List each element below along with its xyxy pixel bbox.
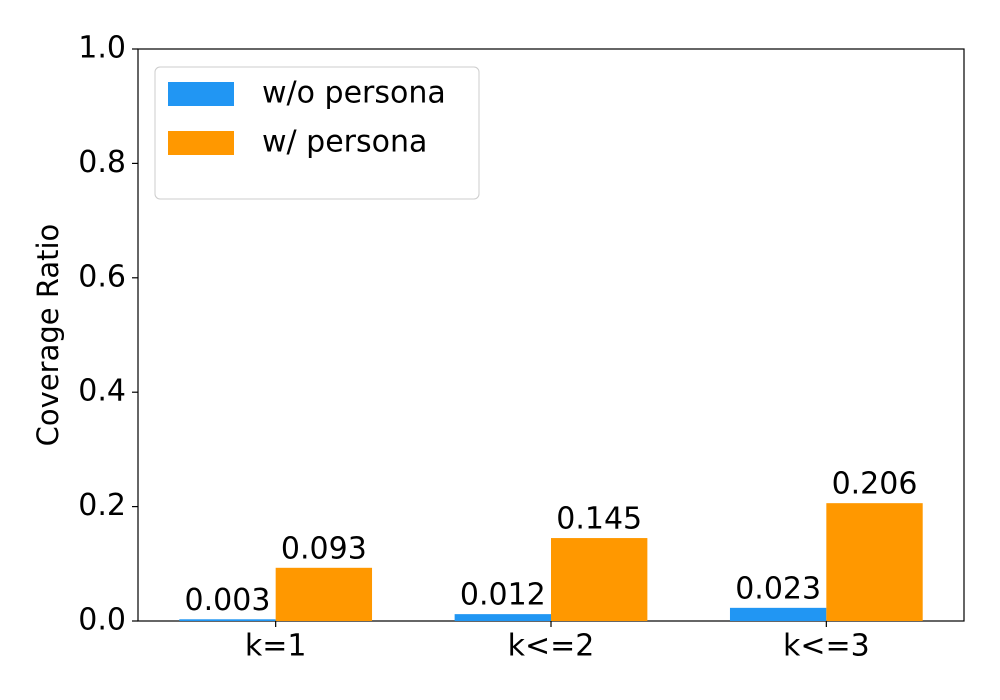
x-tick-label: k<=2 (508, 629, 595, 664)
bar (275, 567, 373, 621)
y-tick-label: 0.2 (78, 488, 126, 523)
value-label: 0.093 (281, 531, 367, 566)
x-tick-label: k=1 (245, 629, 307, 664)
value-label: 0.012 (460, 578, 546, 613)
y-tick-label: 0.6 (78, 259, 126, 294)
legend-swatch (168, 82, 234, 106)
value-label: 0.145 (556, 502, 642, 537)
x-tick-label: k<=3 (783, 629, 870, 664)
bar (826, 503, 923, 621)
legend-label: w/o persona (262, 76, 446, 111)
bar (179, 619, 276, 621)
bar (551, 538, 648, 621)
y-tick-label: 0.0 (78, 603, 126, 638)
legend-label: w/ persona (262, 125, 427, 160)
value-label: 0.023 (735, 571, 821, 606)
y-tick-label: 0.4 (78, 374, 126, 409)
bar (454, 614, 551, 621)
y-axis-label: Coverage Ratio (31, 224, 65, 447)
legend-box (154, 66, 480, 200)
value-label: 0.206 (832, 467, 918, 502)
value-label: 0.003 (185, 583, 271, 618)
y-tick-label: 0.8 (78, 145, 126, 180)
y-tick-label: 1.0 (78, 31, 126, 66)
bar (729, 607, 827, 621)
legend-swatch (168, 131, 234, 155)
